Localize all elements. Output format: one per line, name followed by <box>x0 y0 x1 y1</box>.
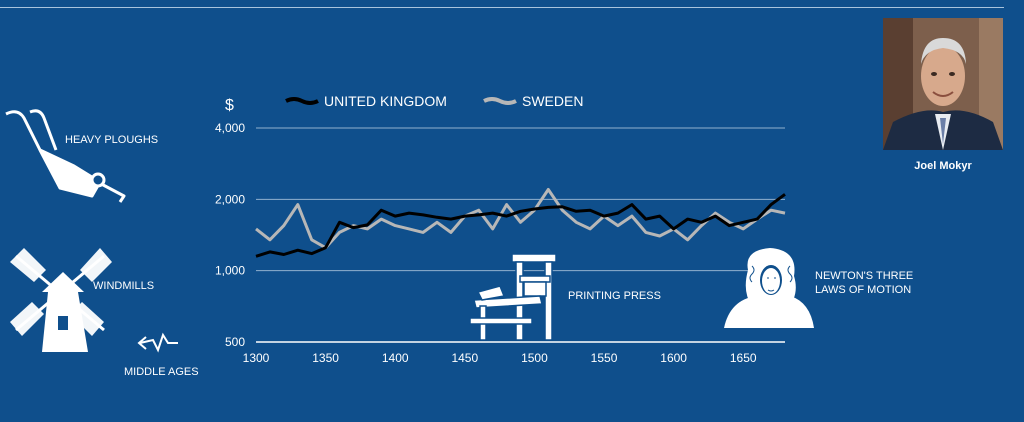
annotation-heavy-ploughs: HEAVY PLOUGHS <box>65 134 158 146</box>
y-tick-label: 2,000 <box>215 192 245 206</box>
gdp-chart: $ 500 1,000 2,000 4,000 1300 1350 1400 1450 150… <box>215 93 786 365</box>
annotation-newton-line1: NEWTON'S THREE <box>815 270 913 282</box>
x-tick-label: 1650 <box>730 351 757 365</box>
annotation-printing-press: PRINTING PRESS <box>568 290 661 302</box>
legend-label-sweden: SWEDEN <box>522 93 583 109</box>
series-line-uk <box>255 193 786 258</box>
speaker-photo-illustration <box>883 18 1003 150</box>
x-tick-label: 1450 <box>451 351 478 365</box>
arrow-left-icon <box>137 332 178 353</box>
windmill-icon <box>10 248 112 352</box>
plough-icon <box>5 109 126 203</box>
y-tick-label: 500 <box>225 335 245 349</box>
legend-swatch-sweden <box>483 97 517 105</box>
series-line-sweden <box>255 188 786 250</box>
legend-label-uk: UNITED KINGDOM <box>324 93 447 109</box>
speaker-name: Joel Mokyr <box>914 160 972 172</box>
x-tick-label: 1500 <box>521 351 548 365</box>
top-divider-line <box>0 7 1004 8</box>
annotation-middle-ages: MIDDLE AGES <box>124 366 199 378</box>
annotation-windmills: WINDMILLS <box>93 280 154 292</box>
y-axis-label: $ <box>225 97 234 114</box>
y-tick-label: 1,000 <box>215 264 245 278</box>
y-tick-label: 4,000 <box>215 121 245 135</box>
newton-portrait-icon <box>724 248 814 328</box>
x-tick-label: 1350 <box>312 351 339 365</box>
annotation-newton-line2: LAWS OF MOTION <box>815 284 911 296</box>
x-tick-label: 1550 <box>591 351 618 365</box>
x-tick-label: 1400 <box>382 351 409 365</box>
printing-press-icon <box>469 253 557 341</box>
x-tick-label: 1300 <box>243 351 270 365</box>
legend-swatch-uk <box>285 97 319 105</box>
speaker-photo <box>883 18 1003 150</box>
x-tick-label: 1600 <box>660 351 687 365</box>
chart-legend: UNITED KINGDOM SWEDEN <box>285 93 583 109</box>
